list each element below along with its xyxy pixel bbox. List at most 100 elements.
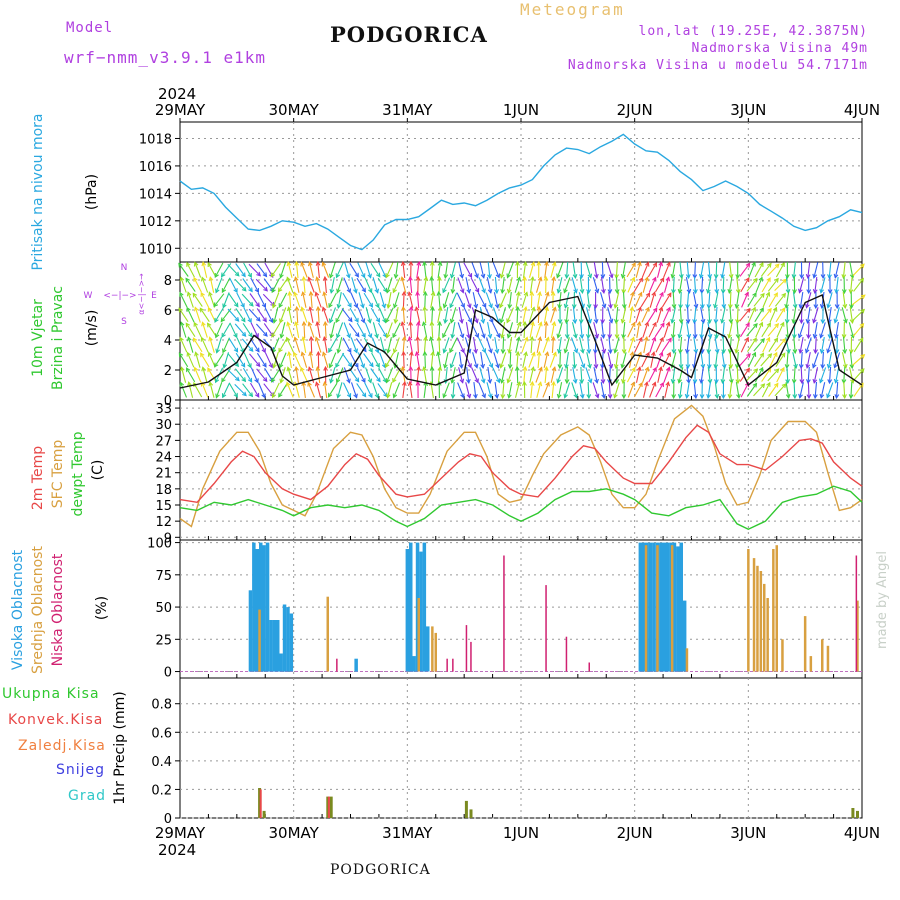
wind-arrow-head <box>806 334 811 340</box>
wind-arrow-head <box>812 288 818 295</box>
wind-arrow <box>249 338 260 352</box>
wind-arrow-head <box>436 290 442 296</box>
wind-arrow <box>572 306 576 324</box>
wind-arrow <box>492 322 501 338</box>
precip-ylabel: 1hr Precip (mm) <box>112 691 128 804</box>
wind-arrow-head <box>368 348 373 353</box>
wind-arrow <box>806 352 811 368</box>
wind-arrow <box>835 381 839 399</box>
wind-arrow <box>449 292 458 308</box>
wind-arrow-head <box>579 274 584 280</box>
wind-arrow-head <box>765 291 771 297</box>
wind-arrow <box>463 307 472 323</box>
wind-arrow <box>805 337 812 353</box>
wind-arrow-head <box>321 351 327 357</box>
wind-arrow <box>215 277 223 293</box>
wind-arrow-head <box>693 289 698 295</box>
wind-arrow <box>372 322 378 338</box>
wind-arrow-head <box>536 260 542 266</box>
wind-arrow <box>707 276 712 294</box>
wind-arrow-head <box>400 321 406 327</box>
wind-arrow <box>851 294 866 306</box>
wind-arrow <box>364 322 372 338</box>
wind-arrow-head <box>678 319 684 325</box>
wind-arrow-head <box>247 363 252 369</box>
cloud-bar <box>644 545 648 672</box>
wind-arrow <box>464 337 471 353</box>
wind-arrow <box>700 307 705 323</box>
wind-arrow <box>747 292 757 308</box>
wind-arrow-head <box>780 307 786 313</box>
x-tick-label-top: 4JUN <box>844 101 880 119</box>
wind-arrow <box>202 262 208 278</box>
wind-arrow-head <box>346 288 352 294</box>
wind-arrow <box>769 352 778 368</box>
wind-arrow <box>221 322 231 338</box>
wind-arrow-head <box>374 288 380 294</box>
wind-arrow <box>194 367 202 383</box>
wind-arrow-head <box>667 292 672 298</box>
wind-arrow <box>693 306 697 324</box>
wind-arrow <box>628 292 634 308</box>
wind-arrow <box>641 262 649 278</box>
cloud-bar <box>662 542 666 672</box>
wind-arrow-head <box>241 377 247 383</box>
wind-arrow-head <box>270 272 276 278</box>
wind-arrow <box>633 277 643 293</box>
panel-precip: 00.20.40.60.8 <box>151 677 863 827</box>
wind-arrow <box>514 322 521 338</box>
wind-arrow <box>416 352 420 368</box>
wind-arrow <box>473 382 477 398</box>
wind-arrow-head <box>613 348 618 354</box>
wind-arrow <box>835 322 839 338</box>
wind-arrow-head <box>544 291 550 297</box>
wind-arrow <box>679 382 683 398</box>
precip-bar <box>326 796 330 818</box>
wind-arrow <box>542 337 550 353</box>
wind-arrow <box>256 352 267 368</box>
wind-arrow <box>295 261 299 279</box>
wind-arrow-head <box>792 349 798 355</box>
wind-arrow-head <box>659 336 664 342</box>
wind-arrow <box>317 261 320 279</box>
wind-arrow <box>760 353 772 367</box>
wind-arrow-head <box>506 378 512 384</box>
wind-arrow <box>814 336 817 354</box>
precip-legend-item: Zaledj.Kisa <box>18 738 106 754</box>
wind-arrow <box>678 277 683 293</box>
wind-arrow-head <box>614 289 620 295</box>
wind-arrow-head <box>222 303 227 309</box>
wind-arrow-head <box>481 333 486 339</box>
wind-arrow <box>294 277 300 293</box>
wind-arrow-head <box>651 381 657 387</box>
wind-arrow-head <box>256 271 262 277</box>
wind-arrow <box>235 263 246 277</box>
wind-arrow <box>471 262 479 278</box>
cloud-bar <box>419 551 423 672</box>
wind-arrow <box>728 277 733 293</box>
wind-arrow <box>587 381 590 399</box>
wind-arrow-head <box>827 379 833 385</box>
wind-arrow-head <box>665 381 671 387</box>
wind-arrow <box>264 352 273 368</box>
wind-arrow <box>256 263 267 277</box>
wind-arrow <box>579 277 584 293</box>
wind-arrow <box>280 322 286 338</box>
wind-arrow-head <box>401 380 407 386</box>
wind-arrow <box>849 351 853 369</box>
wind-arrow-head <box>798 288 803 294</box>
wind-arrow <box>472 292 477 308</box>
wind-arrow-head <box>466 333 471 340</box>
wind-arrow <box>785 277 789 293</box>
wind-arrow-head <box>620 273 626 280</box>
pressure-ytick-label: 1016 <box>139 160 172 175</box>
wind-arrow <box>849 367 854 383</box>
wind-arrow-head <box>494 303 500 309</box>
wind-arrow-head <box>728 319 734 325</box>
wind-arrow <box>322 307 329 323</box>
wind-arrow-head <box>826 363 832 370</box>
wind-arrow <box>735 337 740 353</box>
wind-arrow <box>315 292 322 308</box>
wind-arrow <box>423 277 427 293</box>
wind-arrow-head <box>629 305 635 312</box>
